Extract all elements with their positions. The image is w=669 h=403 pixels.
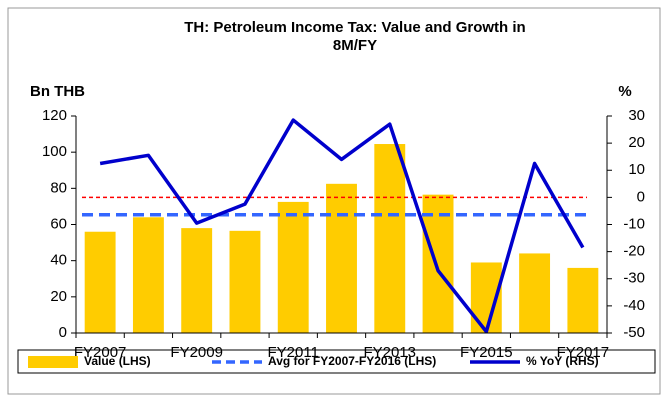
bar — [519, 253, 551, 333]
y2-tick-label: 20 — [628, 134, 645, 151]
bar — [277, 201, 309, 333]
bar — [181, 228, 213, 333]
legend — [17, 349, 656, 374]
y-tick-label: 60 — [50, 215, 67, 232]
bar — [422, 194, 454, 333]
x-tick-label: FY2007 — [74, 344, 127, 361]
bar — [567, 267, 599, 333]
y2-axis-label: % — [618, 83, 631, 100]
y-tick-label: 100 — [42, 143, 67, 160]
x-tick-label: FY2013 — [363, 344, 416, 361]
y2-tick-label: -50 — [623, 324, 645, 341]
bar — [132, 217, 164, 333]
y2-tick-label: 30 — [628, 107, 645, 124]
bar — [84, 231, 116, 333]
y2-tick-label: 0 — [637, 188, 645, 205]
y-axis-label: Bn THB — [30, 83, 85, 100]
legend-label: Value (LHS) — [84, 354, 151, 368]
x-tick-label: FY2017 — [557, 344, 610, 361]
x-tick-label: FY2011 — [268, 344, 319, 361]
legend-label: % YoY (RHS) — [526, 354, 599, 368]
y2-tick-label: -30 — [623, 270, 645, 287]
legend-label: Avg for FY2007-FY2016 (LHS) — [268, 354, 436, 368]
legend-swatch — [28, 356, 78, 368]
chart-title: TH: Petroleum Income Tax: Value and Grow… — [184, 19, 525, 36]
y-tick-label: 80 — [50, 179, 67, 196]
y-tick-label: 40 — [50, 252, 67, 269]
x-tick-label: FY2009 — [170, 344, 223, 361]
y2-tick-label: -20 — [623, 243, 645, 260]
y2-tick-label: 10 — [628, 161, 645, 178]
bar — [326, 183, 357, 333]
line-series — [99, 118, 585, 334]
x-tick-label: FY2015 — [460, 344, 513, 361]
y-tick-label: 120 — [42, 107, 67, 124]
y-tick-label: 20 — [50, 288, 67, 305]
bar — [229, 230, 261, 333]
y2-tick-label: -40 — [623, 297, 645, 314]
y2-tick-label: -10 — [623, 215, 645, 232]
bar — [374, 144, 406, 333]
y-tick-label: 0 — [59, 324, 67, 341]
chart-title: 8M/FY — [333, 37, 377, 54]
